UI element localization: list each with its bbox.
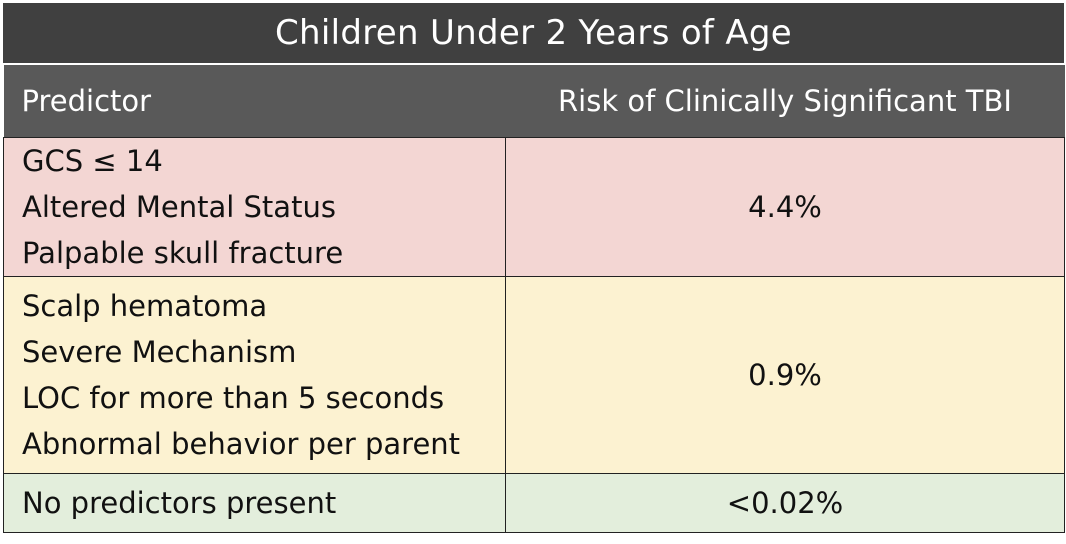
predictor-item: No predictors present [22, 486, 337, 520]
predictor-cell: Scalp hematoma Severe Mechanism LOC for … [3, 276, 506, 474]
risk-value: 0.9% [505, 276, 1065, 474]
header-row: Predictor Risk of Clinically Significant… [3, 65, 1065, 138]
table-row-intermediate-risk: Scalp hematoma Severe Mechanism LOC for … [3, 276, 1065, 474]
risk-table-container: Children Under 2 Years of Age Predictor … [3, 3, 1065, 533]
risk-table: Predictor Risk of Clinically Significant… [3, 65, 1065, 533]
risk-value: 4.4% [505, 137, 1065, 277]
predictor-item: Palpable skull fracture [22, 236, 344, 270]
risk-value: <0.02% [505, 473, 1065, 533]
predictor-cell: GCS ≤ 14 Altered Mental Status Palpable … [3, 137, 506, 277]
title-divider [3, 63, 1064, 65]
predictor-cell: No predictors present [3, 473, 506, 533]
predictor-item: Scalp hematoma [22, 289, 268, 323]
predictor-item: LOC for more than 5 seconds [22, 381, 445, 415]
predictor-item: Abnormal behavior per parent [22, 427, 461, 461]
table-title: Children Under 2 Years of Age [3, 3, 1064, 63]
predictor-header: Predictor [3, 65, 506, 138]
risk-header: Risk of Clinically Significant TBI [505, 65, 1065, 138]
predictor-item: GCS ≤ 14 [22, 144, 163, 178]
table-row-low-risk: No predictors present <0.02% [3, 473, 1065, 533]
table-row-high-risk: GCS ≤ 14 Altered Mental Status Palpable … [3, 137, 1065, 277]
predictor-item: Altered Mental Status [22, 190, 336, 224]
predictor-item: Severe Mechanism [22, 335, 297, 369]
